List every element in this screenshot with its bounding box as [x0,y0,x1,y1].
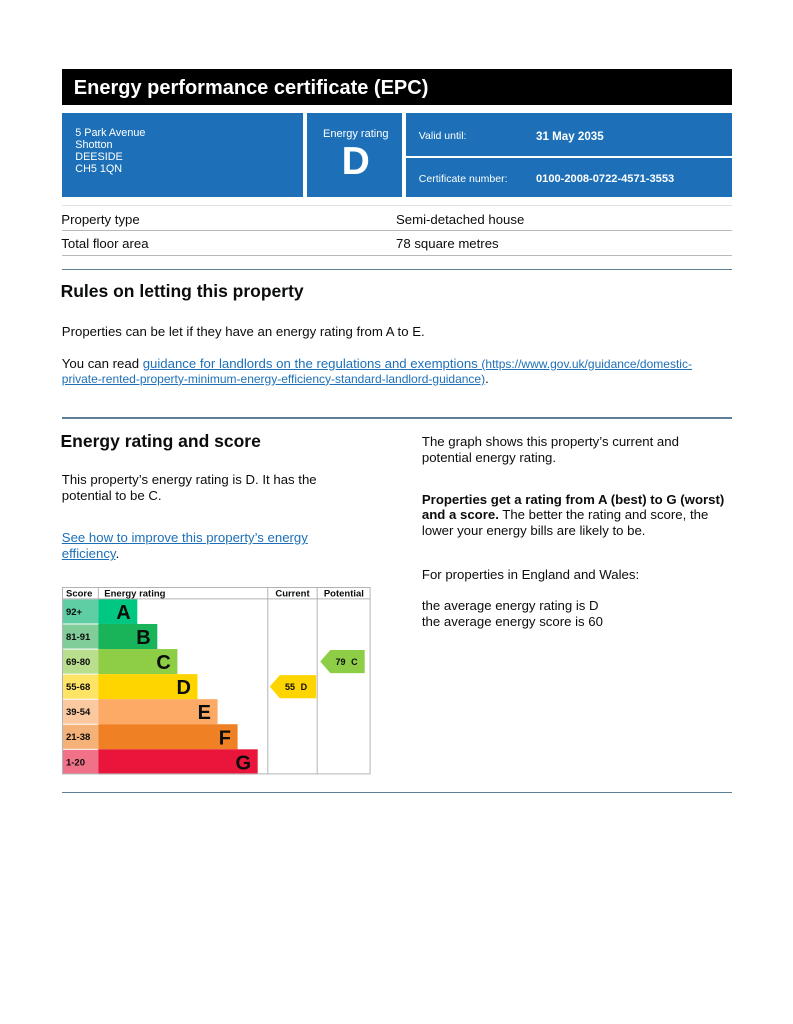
svg-text:D: D [176,677,190,699]
svg-text:E: E [198,702,211,724]
svg-text:Potential: Potential [324,589,364,600]
svg-text:69-80: 69-80 [66,657,90,668]
svg-text:55-68: 55-68 [66,682,90,693]
svg-text:B: B [136,627,150,649]
svg-text:55: 55 [285,682,295,692]
svg-text:A: A [116,602,130,624]
svg-text:Energy rating: Energy rating [104,589,165,600]
svg-text:C: C [351,657,358,667]
svg-text:92+: 92+ [66,607,83,618]
svg-text:1-20: 1-20 [66,758,85,769]
svg-text:79: 79 [335,657,345,667]
svg-text:C: C [156,652,170,674]
svg-text:G: G [236,753,252,775]
svg-text:Current: Current [275,589,310,600]
svg-text:21-38: 21-38 [66,732,90,743]
svg-text:81-91: 81-91 [66,632,91,643]
svg-text:D: D [301,682,308,692]
svg-text:F: F [219,728,231,750]
svg-text:39-54: 39-54 [66,707,91,718]
svg-text:Score: Score [66,589,92,600]
